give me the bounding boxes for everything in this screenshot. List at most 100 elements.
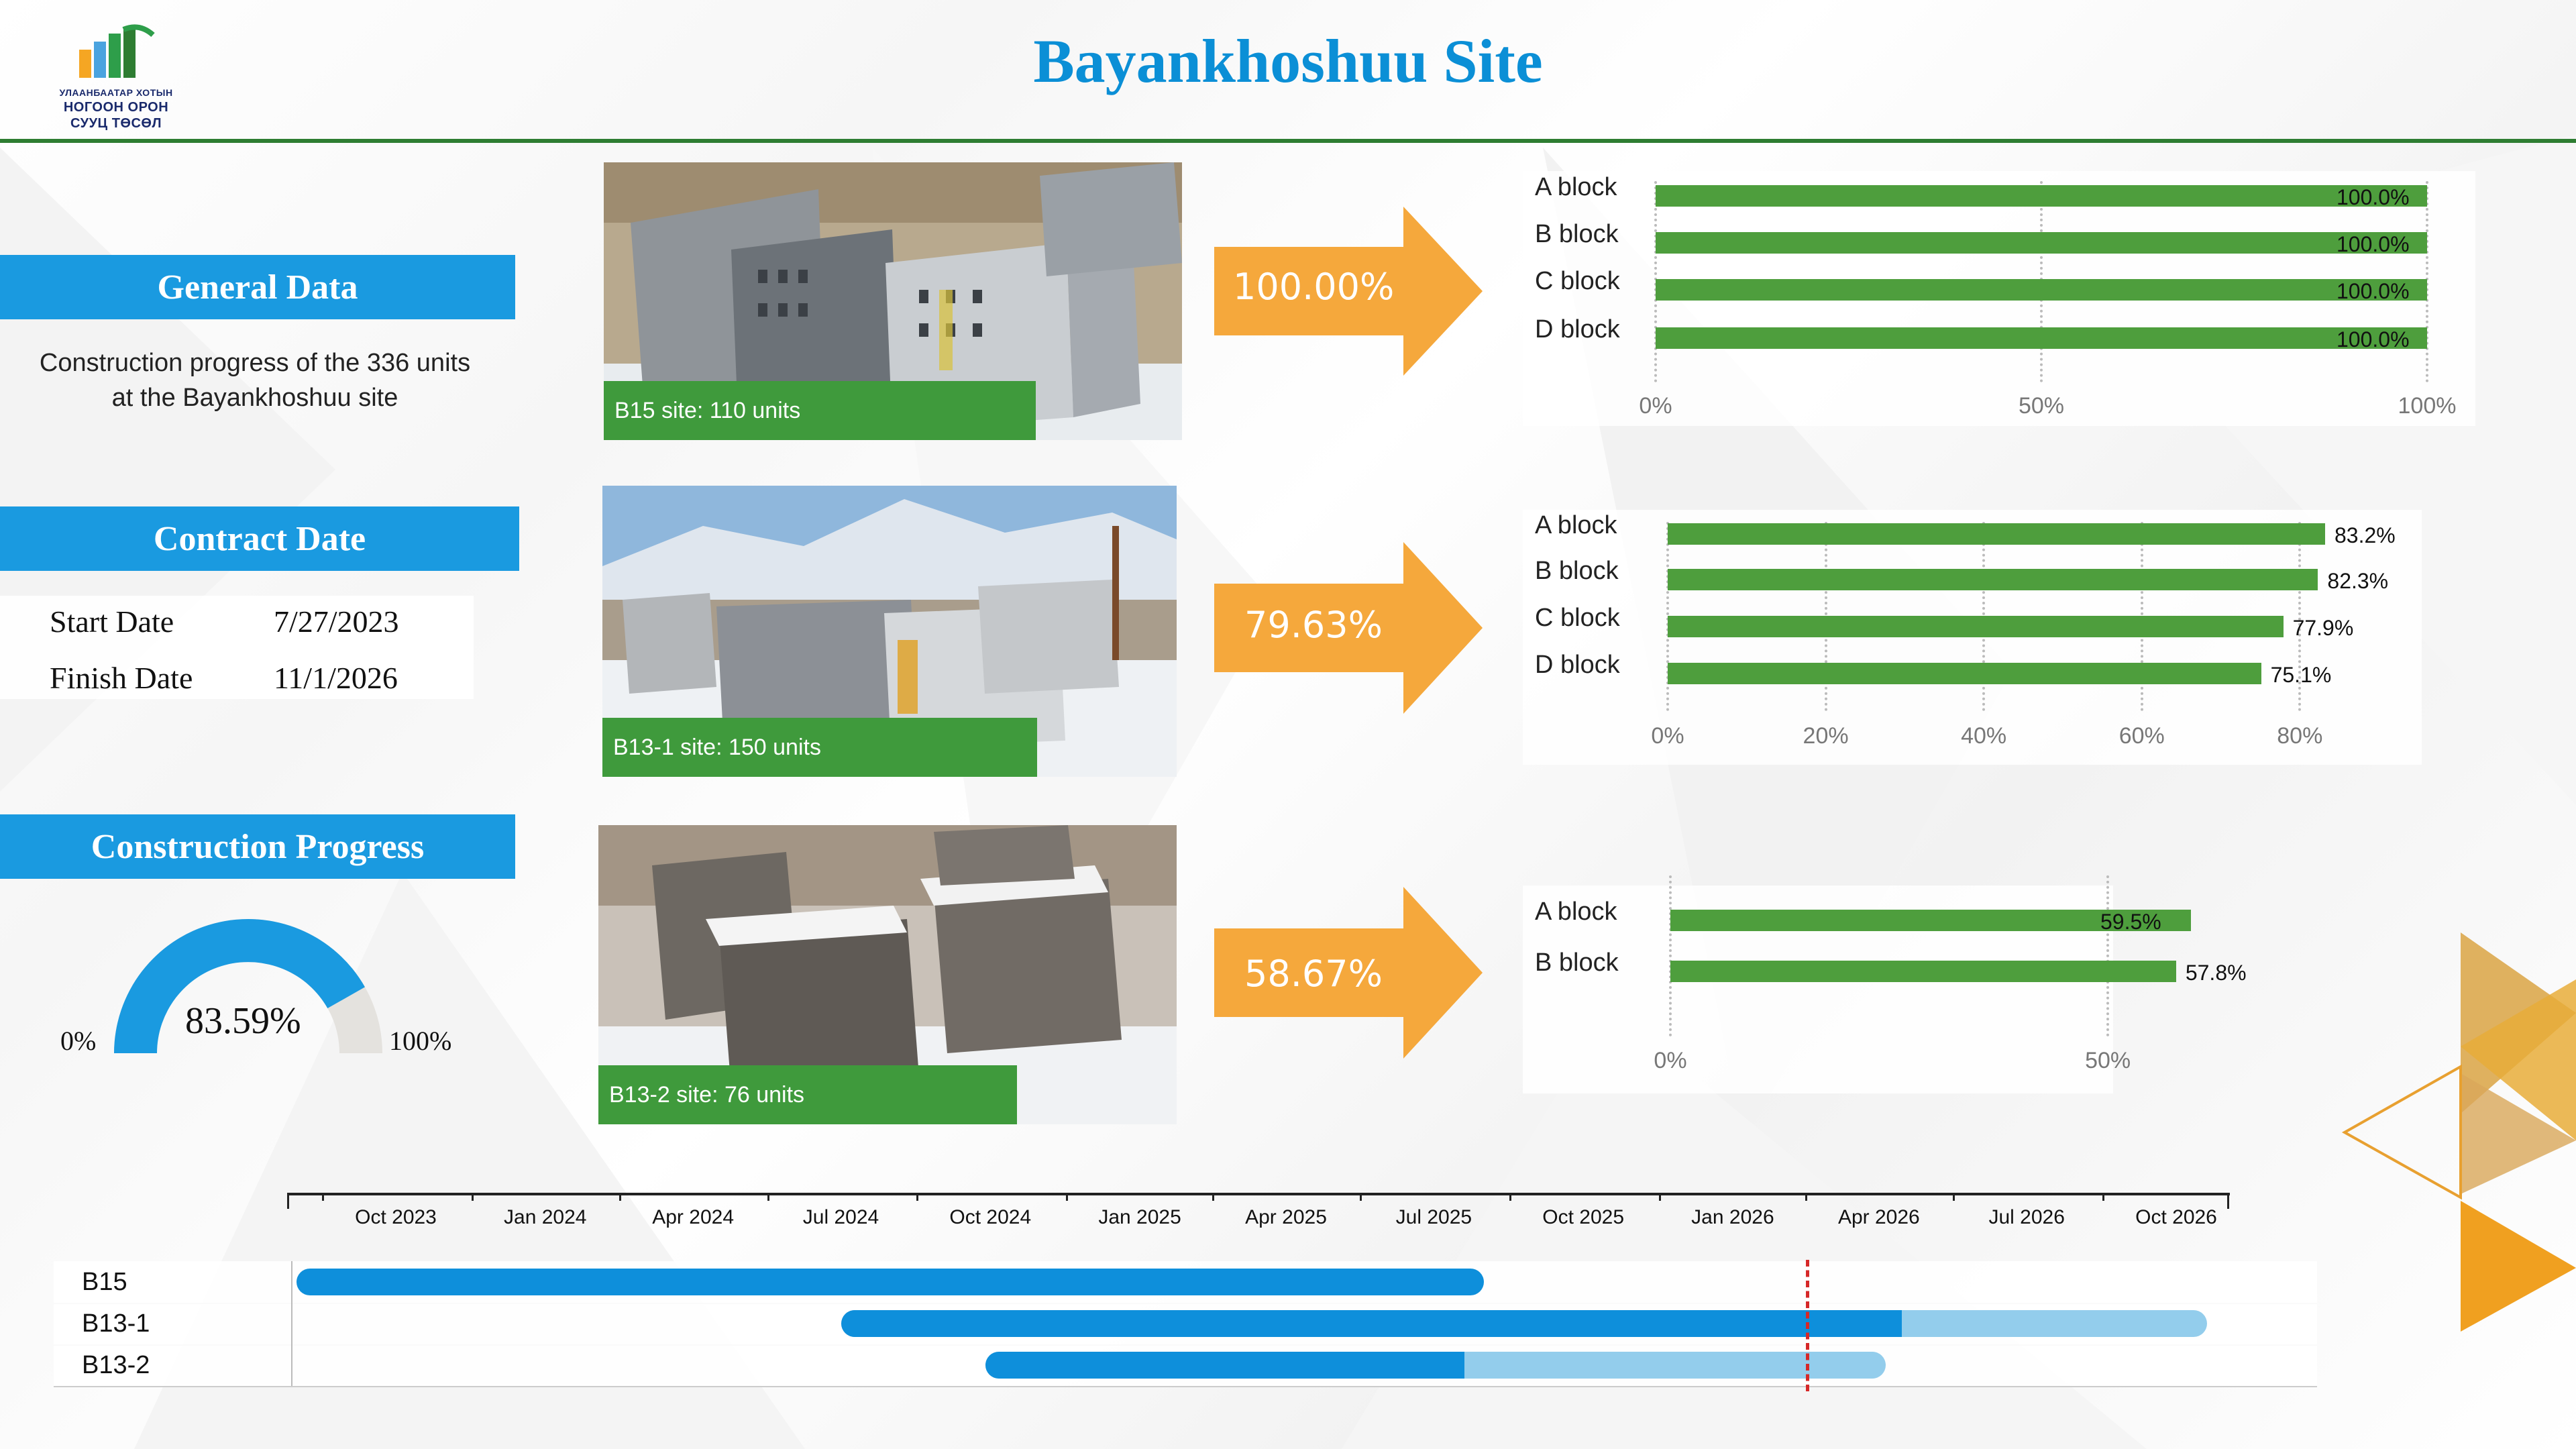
chart-value-label: 83.2% xyxy=(2334,523,2396,547)
chart-category-label: C block xyxy=(1535,267,1620,295)
chart-panel xyxy=(1523,510,2422,765)
contract-date-heading: Contract Date xyxy=(0,506,519,571)
chart-tick-label: 80% xyxy=(2277,723,2323,749)
chart-category-label: D block xyxy=(1535,315,1620,343)
gantt-axis-tick xyxy=(767,1193,769,1201)
chart-tick-label: 0% xyxy=(1639,393,1672,419)
chart-tick-label: 60% xyxy=(2118,723,2165,749)
chart-bar xyxy=(1670,910,2191,931)
gantt-axis-tick xyxy=(1953,1193,1955,1201)
finish-date-label: Finish Date xyxy=(50,661,193,695)
gantt-tick-label: Jul 2025 xyxy=(1395,1206,1472,1228)
gantt-axis-tick xyxy=(322,1193,324,1201)
gantt-axis-tick xyxy=(471,1193,474,1201)
chart-category-label: B block xyxy=(1535,220,1619,248)
finish-date-value: 11/1/2026 xyxy=(274,661,398,695)
general-data-heading: General Data xyxy=(0,255,515,319)
chart-bar xyxy=(1668,569,2318,590)
chart-tick-label: 40% xyxy=(1961,723,2007,749)
gantt-row-label: B13-2 xyxy=(82,1350,150,1379)
chart-bar xyxy=(1656,185,2427,207)
site-photo-b15: B15 site: 110 units xyxy=(604,162,1182,440)
progress-arrow-b13-2 xyxy=(1214,887,1483,1059)
site-percent-b15: 100.00% xyxy=(1233,266,1395,308)
chart-bar xyxy=(1656,232,2427,254)
start-date-value: 7/27/2023 xyxy=(274,604,399,639)
chart-category-label: A block xyxy=(1535,511,1617,539)
chart-value-label: 100.0% xyxy=(2337,327,2410,352)
chart-gridline xyxy=(2298,522,2302,711)
chart-gridline xyxy=(2106,875,2110,1036)
gantt-axis-tick xyxy=(2227,1193,2229,1209)
progress-gauge xyxy=(114,919,382,1053)
gantt-axis-tick xyxy=(1658,1193,1661,1201)
gantt-axis-tick xyxy=(1805,1193,1807,1201)
site-photo-b13-1: B13-1 site: 150 units xyxy=(602,486,1177,777)
page-title: Bayankhoshuu Site xyxy=(1033,27,1543,95)
gauge-max-label: 100% xyxy=(389,1026,452,1056)
gauge-min-label: 0% xyxy=(60,1026,97,1056)
gantt-tick-label: Oct 2023 xyxy=(355,1206,437,1228)
gantt-row-divider xyxy=(291,1344,292,1386)
chart-category-label: A block xyxy=(1535,898,1617,926)
logo-line-3: СУУЦ ТӨСӨЛ xyxy=(70,116,162,131)
chart-value-label: 59.5% xyxy=(2100,910,2161,934)
header-divider xyxy=(0,139,2576,143)
gantt-tick-label: Oct 2025 xyxy=(1542,1206,1625,1228)
chart-gridline xyxy=(2426,181,2428,382)
chart-value-label: 75.1% xyxy=(2270,663,2332,687)
gantt-tick-label: Jan 2024 xyxy=(504,1206,587,1228)
photo-caption-b15: B15 site: 110 units xyxy=(604,381,1036,440)
chart-value-label: 77.9% xyxy=(2292,616,2354,640)
gantt-tick-label: Jul 2026 xyxy=(1988,1206,2065,1228)
chart-value-label: 100.0% xyxy=(2337,279,2410,303)
gantt-tick-label: Apr 2025 xyxy=(1245,1206,1327,1228)
gantt-bar-done xyxy=(841,1310,1902,1337)
gantt-tick-label: Oct 2024 xyxy=(949,1206,1032,1228)
gantt-axis-tick xyxy=(916,1193,919,1201)
gantt-axis-tick xyxy=(2102,1193,2104,1201)
chart-value-label: 100.0% xyxy=(2337,232,2410,256)
chart-category-label: A block xyxy=(1535,173,1617,201)
progress-arrow-b15 xyxy=(1214,207,1483,376)
gantt-row-label: B13-1 xyxy=(82,1309,150,1338)
gantt-axis-tick xyxy=(619,1193,622,1201)
gantt-tick-label: Jan 2025 xyxy=(1098,1206,1181,1228)
gantt-axis-tick xyxy=(1066,1193,1069,1201)
gantt-axis-tick xyxy=(1212,1193,1214,1201)
general-description: Construction progress of the 336 units a… xyxy=(0,345,510,415)
gantt-tick-label: Apr 2024 xyxy=(652,1206,735,1228)
chart-bar xyxy=(1670,961,2176,982)
chart-bar xyxy=(1656,327,2427,349)
photo-caption-b13-1: B13-1 site: 150 units xyxy=(602,718,1037,777)
chart-category-label: B block xyxy=(1535,949,1619,977)
gantt-today-marker xyxy=(1805,1260,1809,1391)
logo: УЛААНБААТАР ХОТЫН НОГООН ОРОН СУУЦ ТӨСӨЛ xyxy=(52,23,180,131)
gantt-tick-label: Oct 2026 xyxy=(2135,1206,2217,1228)
chart-tick-label: 50% xyxy=(2018,393,2065,419)
gantt-axis-tick xyxy=(287,1193,289,1209)
contract-dates-panel: Start Date 7/27/2023 Finish Date 11/1/20… xyxy=(0,596,474,699)
gauge-value: 83.59% xyxy=(185,1000,301,1042)
chart-bar xyxy=(1656,279,2427,301)
site-percent-b13-2: 58.67% xyxy=(1244,953,1383,995)
chart-bar xyxy=(1668,523,2325,545)
gantt-tick-label: Apr 2026 xyxy=(1837,1206,1920,1228)
general-description-line-2: at the Bayankhoshuu site xyxy=(111,384,398,412)
gantt-tick-label: Jan 2026 xyxy=(1691,1206,1774,1228)
logo-line-2: НОГООН ОРОН xyxy=(63,100,169,115)
chart-category-label: C block xyxy=(1535,604,1620,632)
photo-caption-b13-2: B13-2 site: 76 units xyxy=(598,1065,1017,1124)
chart-value-label: 57.8% xyxy=(2185,961,2247,985)
chart-tick-label: 0% xyxy=(1654,1048,1687,1073)
gantt-bar-done xyxy=(297,1269,1485,1295)
chart-category-label: D block xyxy=(1535,651,1620,679)
chart-tick-label: 0% xyxy=(1651,723,1684,749)
gantt-row-divider xyxy=(291,1261,292,1303)
chart-category-label: B block xyxy=(1535,557,1619,585)
general-description-line-1: Construction progress of the 336 units xyxy=(39,349,471,377)
chart-gridline xyxy=(1669,875,1672,1036)
chart-bar xyxy=(1668,616,2284,637)
logo-line-1: УЛААНБААТАР ХОТЫН xyxy=(59,87,173,98)
chart-tick-label: 20% xyxy=(1803,723,1849,749)
